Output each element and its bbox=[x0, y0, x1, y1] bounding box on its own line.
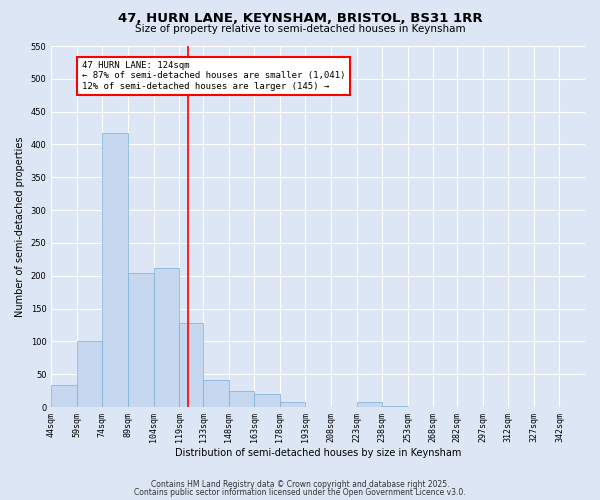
Bar bbox=[254, 394, 280, 407]
Text: 47, HURN LANE, KEYNSHAM, BRISTOL, BS31 1RR: 47, HURN LANE, KEYNSHAM, BRISTOL, BS31 1… bbox=[118, 12, 482, 26]
Bar bbox=[179, 323, 203, 407]
Bar bbox=[77, 342, 103, 407]
Text: Contains HM Land Registry data © Crown copyright and database right 2025.: Contains HM Land Registry data © Crown c… bbox=[151, 480, 449, 489]
Bar bbox=[51, 386, 77, 407]
Bar bbox=[280, 402, 305, 407]
Bar bbox=[154, 268, 179, 407]
Bar bbox=[203, 380, 229, 407]
Text: 47 HURN LANE: 124sqm
← 87% of semi-detached houses are smaller (1,041)
12% of se: 47 HURN LANE: 124sqm ← 87% of semi-detac… bbox=[82, 61, 346, 91]
Text: Contains public sector information licensed under the Open Government Licence v3: Contains public sector information licen… bbox=[134, 488, 466, 497]
Text: Size of property relative to semi-detached houses in Keynsham: Size of property relative to semi-detach… bbox=[134, 24, 466, 34]
X-axis label: Distribution of semi-detached houses by size in Keynsham: Distribution of semi-detached houses by … bbox=[175, 448, 461, 458]
Bar bbox=[128, 273, 154, 407]
Bar bbox=[382, 406, 407, 407]
Y-axis label: Number of semi-detached properties: Number of semi-detached properties bbox=[15, 136, 25, 317]
Bar bbox=[103, 132, 128, 407]
Bar bbox=[356, 402, 382, 407]
Bar bbox=[229, 390, 254, 407]
